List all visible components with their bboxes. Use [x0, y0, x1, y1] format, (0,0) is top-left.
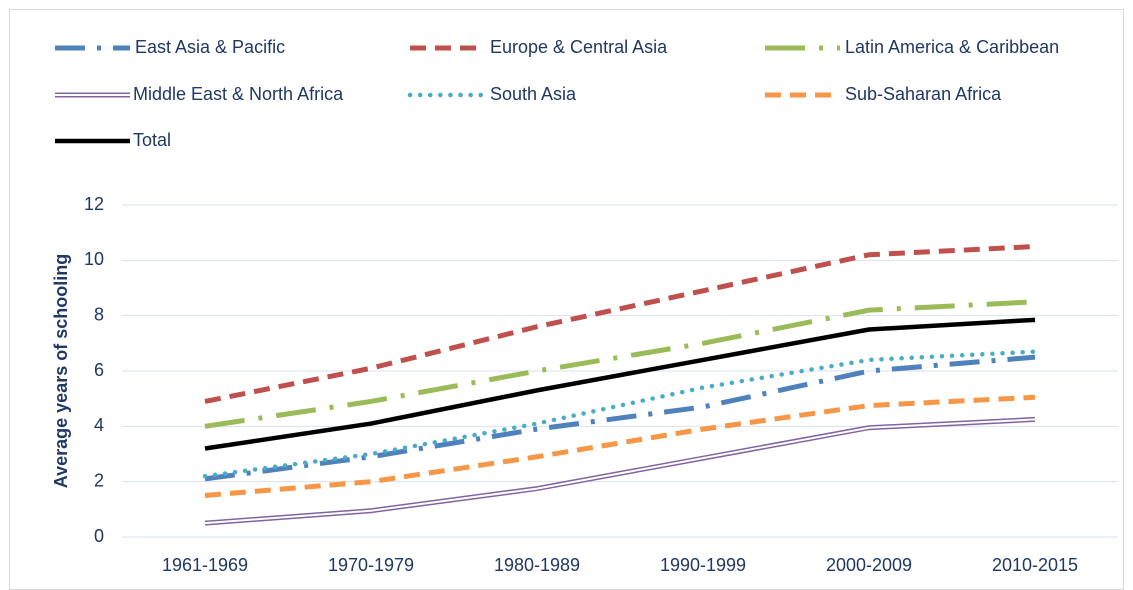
x-tick-label: 1980-1989	[494, 555, 580, 575]
series-line	[204, 299, 1036, 429]
y-tick-label: 6	[94, 360, 104, 380]
legend-label: South Asia	[490, 84, 577, 104]
x-tick-label: 2010-2015	[992, 555, 1078, 575]
y-tick-label: 4	[94, 415, 104, 435]
series-line	[204, 317, 1036, 451]
x-tick-label: 2000-2009	[826, 555, 912, 575]
y-tick-label: 8	[94, 304, 104, 324]
legend-label: Latin America & Caribbean	[845, 37, 1059, 57]
series-line	[202, 349, 1038, 479]
series-line-inner	[204, 418, 1036, 525]
legend-label: Europe & Central Asia	[490, 37, 668, 57]
x-tick-label: 1961-1969	[162, 555, 248, 575]
y-axis-title: Average years of schooling	[51, 254, 71, 488]
series-line	[204, 244, 1036, 404]
series-line	[204, 416, 1036, 526]
legend-label: Sub-Saharan Africa	[845, 84, 1002, 104]
y-tick-label: 0	[94, 526, 104, 546]
legend-label: Middle East & North Africa	[133, 84, 344, 104]
x-tick-label: 1990-1999	[660, 555, 746, 575]
legend-label: Total	[133, 130, 171, 150]
series-line	[204, 354, 1036, 482]
y-tick-label: 12	[84, 194, 104, 214]
x-tick-label: 1970-1979	[328, 555, 414, 575]
series-line	[204, 394, 1036, 498]
y-tick-label: 2	[94, 470, 104, 490]
y-tick-label: 10	[84, 249, 104, 269]
legend-label: East Asia & Pacific	[135, 37, 285, 57]
